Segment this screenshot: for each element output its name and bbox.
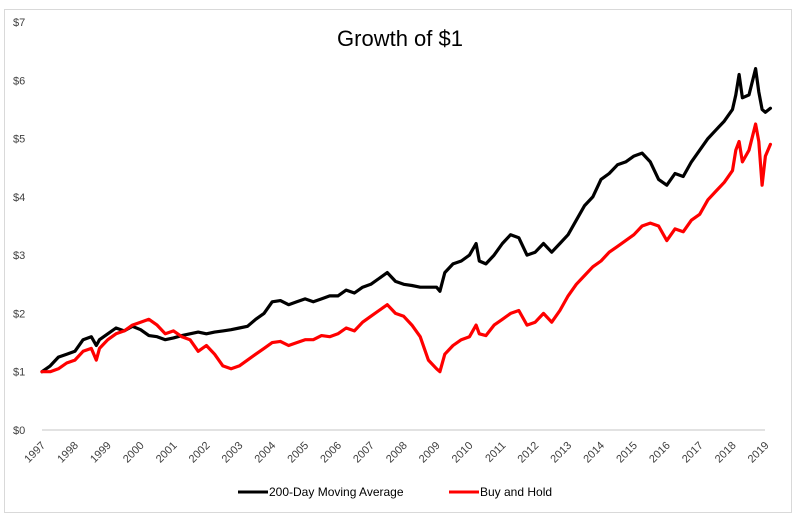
legend-item: 200-Day Moving Average: [238, 485, 404, 499]
y-tick-label: $0: [13, 425, 25, 437]
y-axis: $0 $1 $2 $3 $4 $5 $6 $7: [13, 17, 25, 437]
legend-label: 200-Day Moving Average: [269, 485, 404, 499]
x-tick-label: 2004: [253, 440, 279, 466]
x-tick-label: 2014: [581, 440, 607, 466]
y-tick-label: $3: [13, 250, 25, 262]
y-tick-label: $2: [13, 308, 25, 320]
y-tick-label: $6: [13, 75, 25, 87]
x-tick-label: 2003: [220, 440, 246, 466]
legend: 200-Day Moving Average Buy and Hold: [238, 485, 552, 499]
x-axis: 1997 1998 1999 2000 2001 2002 2003 2004 2005 2006…: [22, 440, 771, 466]
x-tick-label: 2001: [154, 440, 180, 466]
y-tick-label: $7: [13, 17, 25, 29]
x-tick-label: 2018: [713, 440, 739, 466]
y-tick-label: $4: [13, 192, 25, 204]
x-tick-label: 2019: [746, 440, 772, 466]
series-line-200-day-moving-average: [40, 66, 773, 374]
x-tick-label: 2008: [384, 440, 410, 466]
series-line-buy-and-hold: [40, 122, 773, 374]
x-tick-label: 2011: [483, 440, 508, 465]
x-tick-label: 2006: [318, 440, 344, 466]
x-tick-label: 2007: [351, 440, 377, 466]
x-tick-label: 2000: [121, 440, 147, 466]
x-tick-label: 2016: [647, 440, 673, 466]
chart-frame: [4, 9, 792, 513]
x-tick-label: 2013: [548, 440, 574, 466]
x-tick-label: 2009: [417, 440, 443, 466]
x-tick-label: 2012: [516, 440, 542, 466]
x-tick-label: 2002: [187, 440, 213, 466]
legend-label: Buy and Hold: [480, 485, 552, 499]
x-tick-label: 2015: [614, 440, 640, 466]
chart-title: Growth of $1: [337, 26, 463, 51]
y-tick-label: $5: [13, 134, 25, 146]
x-tick-label: 2010: [450, 440, 476, 466]
x-tick-label: 2005: [285, 440, 311, 466]
x-tick-label: 1999: [88, 440, 114, 466]
y-tick-label: $1: [13, 367, 25, 379]
legend-item: Buy and Hold: [449, 485, 552, 499]
plot-area: [40, 66, 773, 374]
x-tick-label: 2017: [680, 440, 706, 466]
x-tick-label: 1998: [55, 440, 81, 466]
x-tick-label: 1997: [22, 440, 48, 466]
